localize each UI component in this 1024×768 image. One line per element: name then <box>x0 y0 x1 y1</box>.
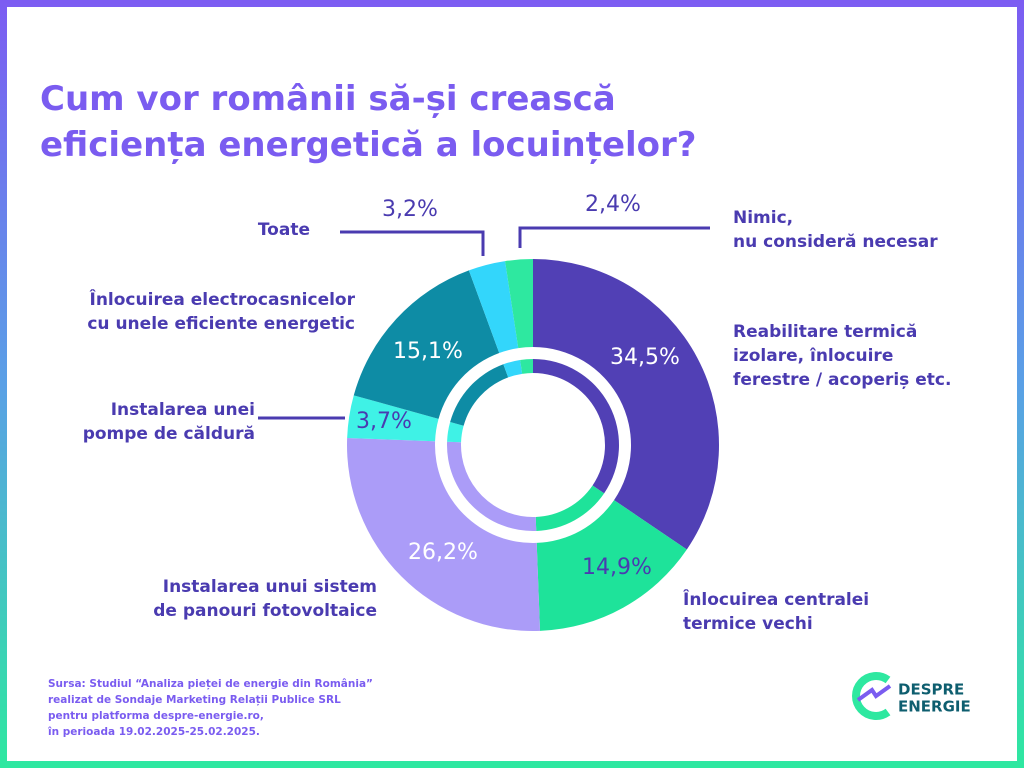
value-label: 34,5% <box>610 345 680 370</box>
category-label: Înlocuirea electrocasnicelor cu unele efi… <box>87 288 355 334</box>
source-line: pentru platforma despre-energie.ro, <box>48 710 264 722</box>
value-label: 3,7% <box>356 409 412 434</box>
inner-wedge <box>447 422 464 443</box>
chart-title: Cum vor românii să-și crească eficiența e… <box>40 79 697 165</box>
source-line: Sursa: Studiul “Analiza pieței de energi… <box>48 678 373 690</box>
value-label: 14,9% <box>582 555 652 580</box>
category-label: Nimic, nu consideră necesar <box>733 208 938 252</box>
source-line: realizat de Sondaje Marketing Relații Pu… <box>48 694 341 706</box>
inner-wedge <box>450 364 509 426</box>
inner-wedge <box>447 441 537 531</box>
frame <box>7 7 1017 761</box>
logo-arrow <box>856 684 892 702</box>
logo-text: DESPRE <box>898 681 964 699</box>
category-label: Instalarea unei pompe de căldură <box>83 400 255 444</box>
wedge <box>505 259 533 349</box>
inner-wedge <box>533 359 619 494</box>
inner-wedge <box>520 359 533 374</box>
value-label: 26,2% <box>408 540 478 565</box>
wedge <box>353 270 500 419</box>
wedge <box>533 259 719 550</box>
inner-wedge <box>535 485 605 531</box>
wedge <box>468 261 519 354</box>
value-label: 2,4% <box>585 192 641 217</box>
category-label: Instalarea unui sistem de panouri fotovol… <box>153 577 377 621</box>
wedge <box>347 437 541 631</box>
value-label: 15,1% <box>393 339 463 364</box>
inner-wedge <box>503 359 523 378</box>
leader-line <box>340 230 485 256</box>
logo-arc <box>852 672 891 720</box>
wedge <box>347 395 439 442</box>
category-label: Reabilitare termică izolare, înlocuire fer… <box>733 322 951 390</box>
logo-text: ENERGIE <box>898 698 971 716</box>
category-label: Toate <box>258 220 310 240</box>
leader-line <box>518 226 710 248</box>
source-text: Sursa: Studiul “Analiza pieței de energi… <box>47 678 373 738</box>
logo-icon <box>852 672 892 720</box>
wedge <box>536 500 687 631</box>
value-label: 3,2% <box>382 197 438 222</box>
source-line: în perioada 19.02.2025-25.02.2025. <box>47 726 260 738</box>
category-label: Înlocuirea centralei termice vechi <box>683 588 869 634</box>
